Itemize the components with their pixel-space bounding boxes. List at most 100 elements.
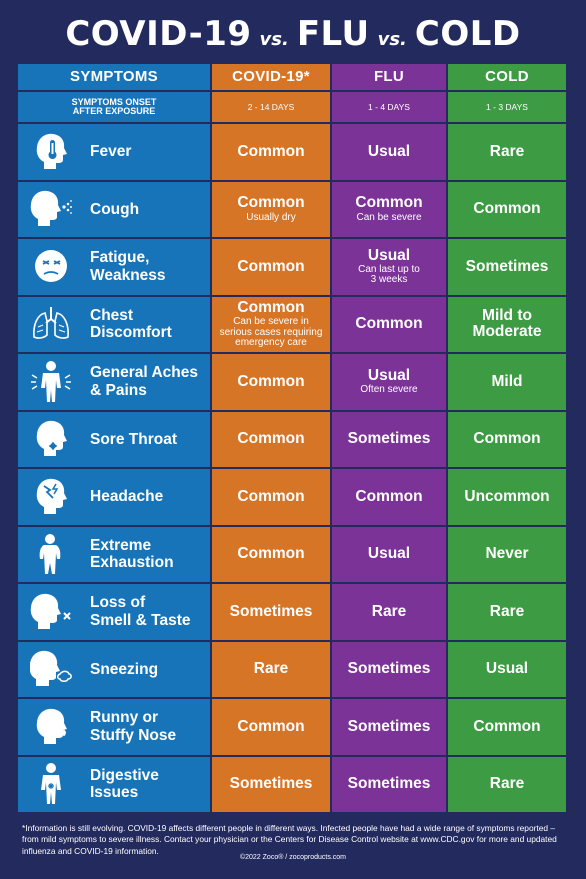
onset-flu-value: 1 - 4 DAYS — [368, 101, 410, 112]
covid-cell: Rare — [212, 641, 330, 697]
symptom-label: Fatigue, Weakness — [90, 249, 166, 284]
flu-note: Often severe — [360, 384, 418, 396]
covid-value: Rare — [253, 660, 289, 678]
cold-cell: Mild — [448, 354, 566, 410]
covid-cell: Common — [212, 469, 330, 525]
cold-value: Common — [473, 200, 541, 218]
flu-value: Sometimes — [347, 660, 431, 678]
symptom-cell: Cough — [18, 181, 210, 237]
cold-value: Never — [485, 545, 529, 563]
cold-value: Uncommon — [464, 487, 550, 505]
covid-value: Common — [237, 717, 305, 735]
title-flu: FLU — [296, 14, 370, 54]
symptom-cell: Extreme Exhaustion — [18, 526, 210, 582]
cold-value: Rare — [489, 602, 525, 620]
covid-value: Common — [237, 257, 305, 275]
onset-label-line2: AFTER EXPOSURE — [72, 106, 156, 116]
cold-cell: Rare — [448, 756, 566, 812]
flu-value: Sometimes — [347, 775, 431, 793]
flu-cell: Rare — [332, 584, 446, 640]
symptom-cell: Fever — [18, 124, 210, 180]
covid-note: Usually dry — [246, 211, 296, 223]
symptom-label: Extreme Exhaustion — [90, 536, 174, 572]
flu-cell: Common Can be severe — [332, 181, 446, 237]
symptom-label: General Aches & Pains — [90, 364, 198, 399]
covid-value: Common — [237, 430, 305, 448]
cold-cell: Never — [448, 526, 566, 582]
onset-covid-value: 2 - 14 DAYS — [247, 101, 295, 112]
covid-value: Common — [237, 372, 305, 390]
flu-value: Common — [355, 487, 423, 505]
sneezing-icon — [30, 646, 72, 692]
symptom-label: Cough — [90, 200, 140, 218]
flu-cell: Sometimes — [332, 699, 446, 755]
cold-value: Mild — [491, 372, 523, 390]
cold-value: Sometimes — [465, 257, 549, 275]
cold-value: Usual — [485, 660, 529, 678]
symptom-cell: Fatigue, Weakness — [18, 239, 210, 295]
flu-cell: Sometimes — [332, 411, 446, 467]
flu-value: Common — [355, 315, 423, 333]
sore-throat-icon — [30, 416, 72, 462]
flu-cell: Usual Often severe — [332, 354, 446, 410]
flu-cell: Usual — [332, 526, 446, 582]
covid-cell: Common — [212, 411, 330, 467]
loss-of-smell-icon — [30, 589, 72, 635]
cough-icon — [30, 186, 72, 232]
flu-note: Can be severe — [356, 211, 422, 223]
onset-label: SYMPTOMS ONSET AFTER EXPOSURE — [18, 92, 210, 122]
symptom-label: Runny or Stuffy Nose — [90, 709, 177, 744]
covid-cell: Sometimes — [212, 756, 330, 812]
title-cold: COLD — [414, 14, 521, 54]
flu-value: Sometimes — [347, 717, 431, 735]
cold-cell: Uncommon — [448, 469, 566, 525]
cold-value: Rare — [489, 142, 525, 160]
covid-cell: Common — [212, 124, 330, 180]
covid-value: Common — [237, 487, 305, 505]
header-symptoms: SYMPTOMS — [18, 64, 210, 90]
covid-cell: Common Can be severe in serious cases req… — [212, 296, 330, 352]
symptom-label: Loss of Smell & Taste — [90, 594, 191, 629]
symptom-cell: Runny or Stuffy Nose — [18, 699, 210, 755]
body-aches-icon — [30, 359, 72, 405]
covid-value: Common — [237, 194, 305, 212]
symptom-cell: Headache — [18, 469, 210, 525]
covid-value: Sometimes — [229, 775, 313, 793]
flu-cell: Common — [332, 296, 446, 352]
fatigue-icon — [30, 244, 72, 290]
fever-thermometer-icon — [30, 129, 72, 175]
flu-value: Usual — [367, 366, 411, 384]
flu-cell: Sometimes — [332, 641, 446, 697]
cold-value: Mild to Moderate — [472, 306, 542, 341]
onset-flu: 1 - 4 DAYS — [332, 92, 446, 122]
onset-label-line1: SYMPTOMS ONSET — [71, 96, 157, 107]
header-flu: FLU — [332, 64, 446, 90]
symptom-cell: Sneezing — [18, 641, 210, 697]
comparison-table: SYMPTOMS COVID-19* FLU COLD SYMPTOMS ONS… — [18, 64, 566, 812]
covid-value: Common — [237, 142, 305, 160]
symptom-label: Sore Throat — [90, 430, 177, 448]
runny-nose-icon — [30, 704, 72, 750]
header-covid: COVID-19* — [212, 64, 330, 90]
flu-cell: Usual Can last up to 3 weeks — [332, 239, 446, 295]
symptom-label: Fever — [90, 143, 132, 161]
symptom-label: Headache — [90, 488, 164, 506]
onset-covid: 2 - 14 DAYS — [212, 92, 330, 122]
symptom-label: Chest Discomfort — [90, 306, 172, 342]
cold-cell: Rare — [448, 124, 566, 180]
symptom-cell: General Aches & Pains — [18, 354, 210, 410]
covid-cell: Sometimes — [212, 584, 330, 640]
symptom-cell: Digestive Issues — [18, 756, 210, 812]
flu-value: Sometimes — [347, 430, 431, 448]
symptom-cell: Sore Throat — [18, 411, 210, 467]
digestive-icon — [30, 761, 72, 807]
flu-note: Can last up to 3 weeks — [358, 263, 420, 286]
symptom-label: Digestive Issues — [90, 766, 159, 802]
symptom-label: Sneezing — [90, 660, 159, 678]
symptom-cell: Chest Discomfort — [18, 296, 210, 352]
onset-cold: 1 - 3 DAYS — [448, 92, 566, 122]
title-vs-2: vs. — [377, 29, 407, 50]
cold-value: Rare — [489, 775, 525, 793]
cold-cell: Mild to Moderate — [448, 296, 566, 352]
header-cold: COLD — [448, 64, 566, 90]
